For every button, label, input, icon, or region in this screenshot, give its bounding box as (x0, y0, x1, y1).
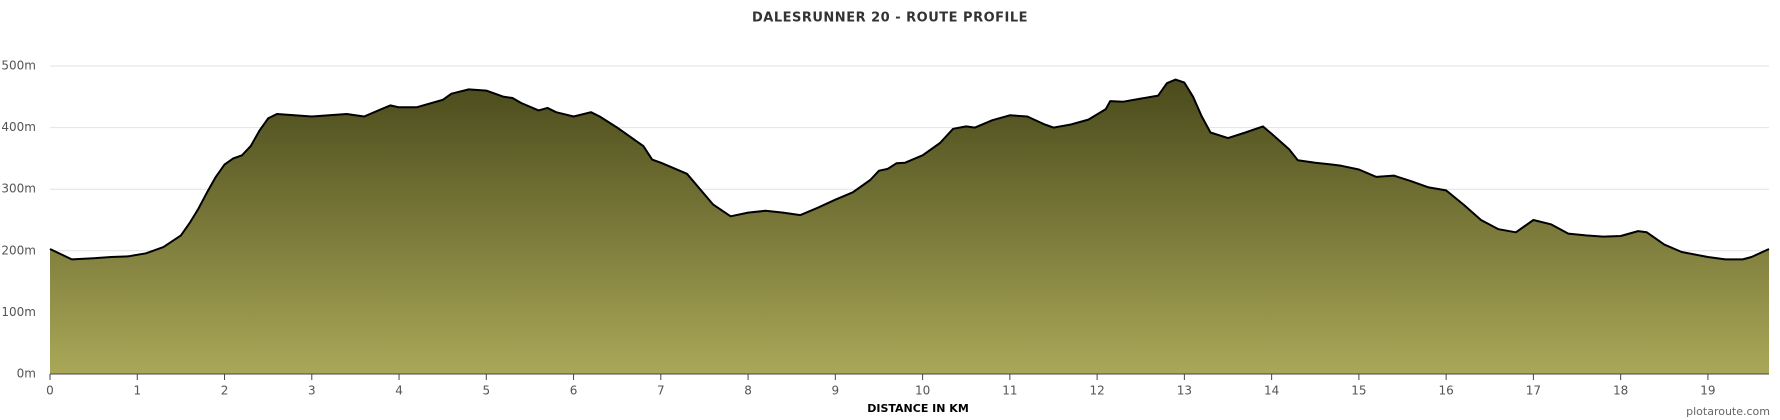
x-tick-label: 0 (46, 384, 54, 398)
x-tick-label: 9 (832, 384, 840, 398)
x-tick-label: 11 (1002, 384, 1017, 398)
y-tick-label: 500m (1, 59, 36, 73)
x-axis-label: DISTANCE IN KM (867, 402, 969, 415)
x-tick-label: 6 (570, 384, 578, 398)
x-tick-label: 2 (221, 384, 229, 398)
x-tick-label: 18 (1613, 384, 1628, 398)
x-tick-label: 14 (1264, 384, 1279, 398)
x-tick-label: 4 (395, 384, 403, 398)
y-tick-label: 300m (1, 182, 36, 196)
x-tick-label: 19 (1700, 384, 1715, 398)
x-tick-label: 1 (133, 384, 141, 398)
x-tick-label: 12 (1089, 384, 1104, 398)
x-tick-label: 8 (744, 384, 752, 398)
chart-title: DALESRUNNER 20 - ROUTE PROFILE (752, 11, 1028, 26)
x-tick-label: 13 (1177, 384, 1192, 398)
y-tick-label: 0m (17, 367, 36, 381)
y-tick-label: 400m (1, 120, 36, 134)
y-tick-label: 100m (1, 305, 36, 319)
area-fill (50, 79, 1769, 374)
x-tick-label: 16 (1439, 384, 1454, 398)
x-tick-label: 5 (482, 384, 490, 398)
x-tick-label: 17 (1526, 384, 1541, 398)
x-tick-label: 10 (915, 384, 930, 398)
x-tick-label: 3 (308, 384, 316, 398)
credit: plotaroute.com (1686, 405, 1770, 418)
y-tick-label: 200m (1, 243, 36, 257)
profile-line (49, 78, 1770, 261)
x-tick-label: 15 (1351, 384, 1366, 398)
x-tick-label: 7 (657, 384, 665, 398)
